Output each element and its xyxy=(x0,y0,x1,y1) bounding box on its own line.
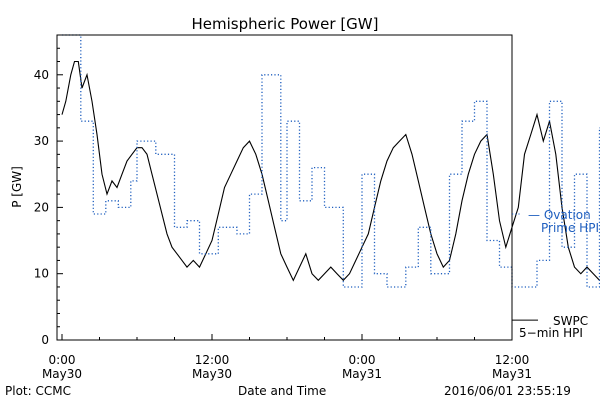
footer-plot-source: Plot: CCMC xyxy=(5,384,71,398)
x-tick-date: May30 xyxy=(42,367,82,381)
y-axis-label: P [GW] xyxy=(10,166,24,208)
x-tick-date: May31 xyxy=(492,367,532,381)
x-tick-time: 0:00 xyxy=(349,353,376,367)
x-axis: 0:00May3012:00May300:00May3112:00May310:… xyxy=(42,334,532,381)
x-tick-time: 12:00 xyxy=(495,353,530,367)
chart-title: Hemispheric Power [GW] xyxy=(192,15,379,33)
y-tick-label: 40 xyxy=(34,68,49,82)
series-layer xyxy=(61,34,600,288)
x-tick-date: May31 xyxy=(342,367,382,381)
y-tick-label: 20 xyxy=(34,200,49,214)
y-tick-label: 30 xyxy=(34,134,49,148)
ovation-label-line: — Ovation xyxy=(528,208,591,222)
plot-frame xyxy=(56,34,513,341)
series-line-swpc-hpi xyxy=(61,60,600,282)
y-tick-label: 10 xyxy=(34,267,49,281)
y-axis: 0 10 20 30 40 xyxy=(34,47,63,347)
footer-timestamp: 2016/06/01 23:55:19 xyxy=(444,384,571,398)
x-tick-time: 0:00 xyxy=(49,353,76,367)
swpc-label-line: SWPC xyxy=(553,314,588,328)
x-tick-date: May30 xyxy=(192,367,232,381)
ovation-label-line: Prime HPI xyxy=(541,221,599,235)
footer-axis-title: Date and Time xyxy=(238,384,326,398)
series-line-ovation-prime-hpi xyxy=(62,34,600,288)
swpc-label-line: 5−min HPI xyxy=(519,326,583,340)
y-tick-label: 0 xyxy=(41,333,49,347)
x-tick-time: 12:00 xyxy=(195,353,230,367)
